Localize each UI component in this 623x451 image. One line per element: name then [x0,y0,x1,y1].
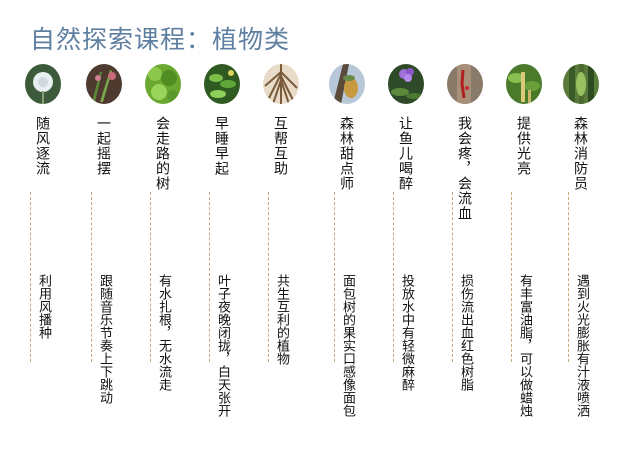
plant-description: 投放水中有轻微麻醉 [399,274,414,391]
plant-description: 跟随音乐节奏上下跳动 [97,274,112,404]
firefighter-tree-photo-icon [563,64,599,104]
sleeping-plant-photo-icon [204,64,240,104]
plant-description: 叶子夜晚闭拢，白天张开 [215,274,230,417]
plant-name: 一起摇摆 [95,116,111,176]
plant-description: 共生互利的植物 [274,274,289,365]
bleeding-tree-photo-icon [447,64,483,104]
plant-name: 早睡早起 [213,116,229,176]
page-title: 自然探索课程：植物类 [30,25,291,54]
divider [511,192,512,362]
divider [393,192,394,362]
plant-name: 随风逐流 [34,116,50,176]
divider [91,192,92,362]
plant-name: 让鱼儿喝醉 [397,116,413,191]
divider [568,192,569,362]
plant-name: 提供光亮 [515,116,531,176]
purple-flower-photo-icon [388,64,424,104]
divider [268,192,269,362]
plant-description: 有丰富油脂，可以做蜡烛 [517,274,532,417]
plant-name: 互帮互助 [272,116,288,176]
divider [209,192,210,362]
divider [452,192,453,362]
plant-name: 森林消防员 [572,116,588,191]
divider [30,192,31,362]
plant-name: 森林甜点师 [338,116,354,191]
candle-tree-photo-icon [506,64,542,104]
plant-description: 利用风播种 [36,274,51,339]
walking-tree-photo-icon [145,64,181,104]
plant-description: 面包树的果实口感像面包 [340,274,355,417]
plant-description: 遇到火光膨胀有汁液喷洒 [574,274,589,417]
plant-description: 有水扎根，无水流走 [156,274,171,391]
breadfruit-photo-icon [329,64,365,104]
divider [150,192,151,362]
plant-name: 我会疼，会流血 [456,116,472,221]
roots-photo-icon [263,64,299,104]
divider [334,192,335,362]
dancing-plant-photo-icon [86,64,122,104]
plant-description: 损伤流出血红色树脂 [458,274,473,391]
plant-name: 会走路的树 [154,116,170,191]
dandelion-photo-icon [25,64,61,104]
